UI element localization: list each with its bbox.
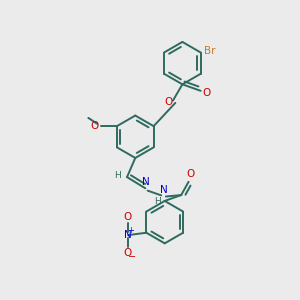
Text: Br: Br — [204, 46, 216, 56]
Text: O: O — [164, 97, 172, 107]
Text: H: H — [114, 171, 121, 180]
Text: O: O — [90, 121, 98, 130]
Text: N: N — [124, 230, 132, 239]
Text: O: O — [186, 169, 194, 179]
Text: N: N — [160, 185, 167, 195]
Text: O: O — [123, 212, 132, 222]
Text: −: − — [128, 252, 136, 262]
Text: H: H — [154, 197, 161, 206]
Text: O: O — [123, 248, 132, 258]
Text: O: O — [202, 88, 210, 98]
Text: N: N — [142, 177, 150, 187]
Text: +: + — [128, 226, 134, 236]
